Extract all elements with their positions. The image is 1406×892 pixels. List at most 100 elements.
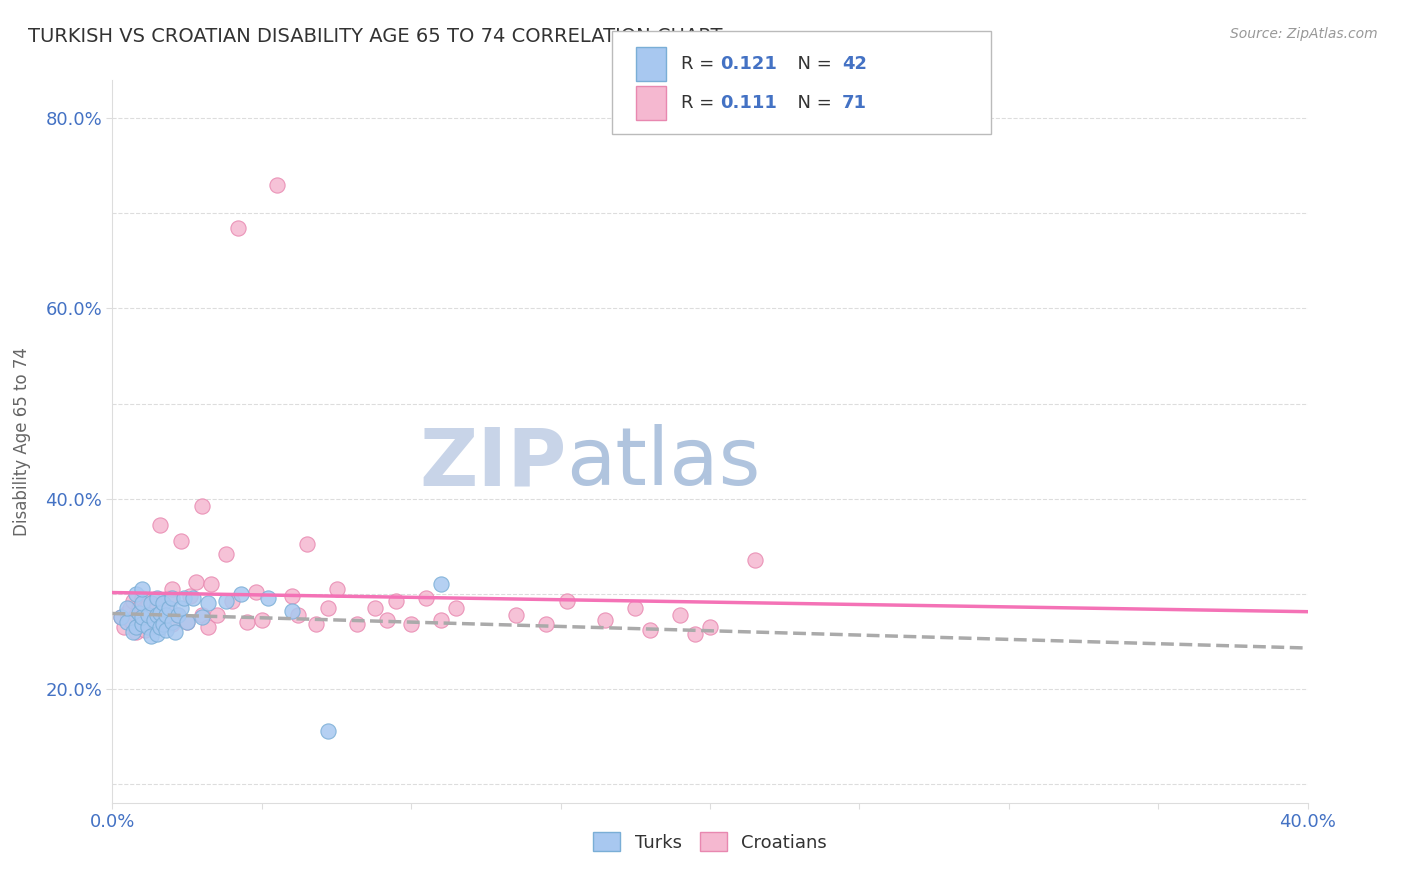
Text: 0.111: 0.111 xyxy=(720,94,776,112)
Point xyxy=(170,601,193,615)
Point xyxy=(444,601,467,615)
Point xyxy=(346,617,368,632)
Point xyxy=(229,587,252,601)
Y-axis label: Disability Age 65 to 74: Disability Age 65 to 74 xyxy=(13,347,31,536)
Point xyxy=(316,724,339,739)
Point xyxy=(128,606,150,620)
Point xyxy=(125,624,148,639)
Point xyxy=(295,537,318,551)
Point xyxy=(191,610,214,624)
Point xyxy=(165,624,187,639)
Point xyxy=(131,582,153,596)
Point xyxy=(157,591,180,606)
Point xyxy=(316,601,339,615)
Point xyxy=(191,607,214,622)
Text: ZIP: ZIP xyxy=(419,425,567,502)
Point xyxy=(162,591,183,606)
Point xyxy=(138,613,160,627)
Point xyxy=(205,607,228,622)
Text: 42: 42 xyxy=(842,55,868,73)
Point xyxy=(200,577,222,591)
Point xyxy=(143,613,166,627)
Point xyxy=(430,577,453,591)
Point xyxy=(215,547,238,561)
Point xyxy=(149,607,172,622)
Point xyxy=(236,615,259,630)
Point xyxy=(325,582,347,596)
Point xyxy=(170,534,193,549)
Point xyxy=(131,617,153,632)
Point xyxy=(250,613,273,627)
Point xyxy=(146,617,169,632)
Point xyxy=(555,594,578,608)
Text: R =: R = xyxy=(681,94,720,112)
Point xyxy=(266,178,288,192)
Point xyxy=(131,596,153,610)
Text: N =: N = xyxy=(786,94,838,112)
Point xyxy=(134,601,156,615)
Point xyxy=(110,610,132,624)
Point xyxy=(624,601,647,615)
Point xyxy=(186,575,208,590)
Point xyxy=(669,607,692,622)
Point xyxy=(167,607,190,622)
Point xyxy=(125,620,148,634)
Point xyxy=(117,615,139,630)
Point xyxy=(162,582,183,596)
Point xyxy=(122,617,145,632)
Point xyxy=(152,596,174,610)
Point xyxy=(534,617,557,632)
Point xyxy=(287,607,309,622)
Point xyxy=(281,589,304,603)
Point xyxy=(131,617,153,632)
Point xyxy=(162,617,183,632)
Point xyxy=(117,606,139,620)
Text: 71: 71 xyxy=(842,94,868,112)
Point xyxy=(110,610,132,624)
Point xyxy=(120,613,142,627)
Point xyxy=(152,615,174,630)
Legend: Turks, Croatians: Turks, Croatians xyxy=(586,825,834,859)
Point xyxy=(167,607,190,622)
Text: Source: ZipAtlas.com: Source: ZipAtlas.com xyxy=(1230,27,1378,41)
Point xyxy=(120,601,142,615)
Point xyxy=(146,626,169,640)
Point xyxy=(149,518,172,533)
Point xyxy=(162,615,183,630)
Point xyxy=(181,591,204,606)
Point xyxy=(143,613,166,627)
Point xyxy=(155,623,177,637)
Point xyxy=(128,601,150,615)
Point xyxy=(138,607,160,622)
Point xyxy=(257,591,280,606)
Point xyxy=(505,607,527,622)
Point xyxy=(176,615,198,630)
Point xyxy=(134,623,156,637)
Point xyxy=(141,607,163,622)
Point xyxy=(138,598,160,612)
Point xyxy=(155,601,177,615)
Point xyxy=(221,594,243,608)
Point xyxy=(125,607,148,622)
Point xyxy=(640,623,662,637)
Point xyxy=(122,594,145,608)
Point xyxy=(149,606,172,620)
Point xyxy=(197,596,219,610)
Text: R =: R = xyxy=(681,55,720,73)
Point xyxy=(131,607,153,622)
Point xyxy=(131,610,153,624)
Point xyxy=(114,620,135,634)
Point xyxy=(122,624,145,639)
Point xyxy=(141,629,163,643)
Point xyxy=(155,607,177,622)
Point xyxy=(141,596,163,610)
Text: 0.121: 0.121 xyxy=(720,55,776,73)
Point xyxy=(197,620,219,634)
Point xyxy=(176,615,198,630)
Point xyxy=(281,604,304,618)
Point xyxy=(125,587,148,601)
Point xyxy=(152,617,174,632)
Text: N =: N = xyxy=(786,55,838,73)
Point xyxy=(146,607,169,622)
Point xyxy=(744,553,766,567)
